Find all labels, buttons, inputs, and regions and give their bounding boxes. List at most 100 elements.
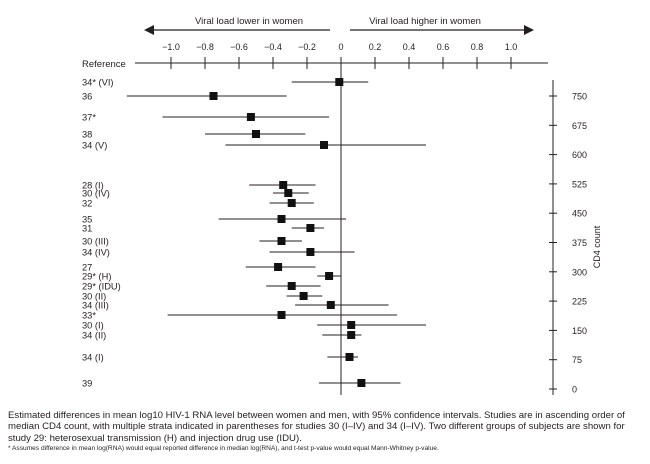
caption-text: Estimated differences in mean log10 HIV-… <box>8 410 625 444</box>
study-label: 31 <box>82 224 92 234</box>
estimate-marker <box>335 78 344 86</box>
forest-plot: Viral load lower in women Viral load hig… <box>82 16 602 395</box>
estimate-marker <box>347 331 356 339</box>
study-label: 35 <box>82 215 92 225</box>
estimate-marker <box>279 181 288 189</box>
study-label: 30 (II) <box>82 292 106 302</box>
estimate-marker <box>306 224 315 232</box>
estimate-marker <box>252 130 260 138</box>
study-row: 37* <box>82 113 330 123</box>
study-row: 30 (IV) <box>82 189 309 199</box>
estimate-marker <box>277 311 286 319</box>
study-label: 34* (VI) <box>82 78 114 88</box>
cd4-tick-label: 0 <box>572 385 577 395</box>
study-row: 30 (I) <box>82 321 426 331</box>
study-label: 30 (IV) <box>82 189 110 199</box>
study-label: 30 (III) <box>82 237 109 247</box>
study-row: 34 (I) <box>82 353 358 363</box>
estimate-marker <box>246 113 255 121</box>
estimate-marker <box>299 292 308 300</box>
cd4-tick-label: 600 <box>572 150 587 160</box>
estimate-marker <box>345 353 354 361</box>
study-row: 38 <box>82 130 306 140</box>
study-row: 31 <box>82 224 324 234</box>
header-arrows: Viral load lower in women Viral load hig… <box>144 16 534 35</box>
x-tick-label: −0.8 <box>196 42 214 52</box>
cd4-axis-label: CD4 count <box>592 225 602 268</box>
study-row: 32 <box>82 199 314 209</box>
estimate-marker <box>325 272 334 280</box>
study-row: 29* (H) <box>82 272 341 282</box>
estimate-marker <box>320 141 328 149</box>
study-row: 27 <box>82 263 316 273</box>
cd4-tick-label: 675 <box>572 121 587 131</box>
study-label: 27 <box>82 263 92 273</box>
x-tick-label: −0.6 <box>230 42 248 52</box>
cd4-tick-label: 225 <box>572 297 587 307</box>
cd4-tick-label: 525 <box>572 179 587 189</box>
study-label: 34 (III) <box>82 301 109 311</box>
estimate-marker <box>274 263 283 271</box>
study-label: 30 (I) <box>82 321 104 331</box>
study-row: 34 (II) <box>82 331 362 341</box>
x-tick-label: −0.4 <box>264 42 282 52</box>
header-right-label: Viral load higher in women <box>369 16 481 27</box>
x-tick-label: −1.0 <box>162 42 180 52</box>
estimate-marker <box>357 379 366 387</box>
study-row: 34 (V) <box>82 141 426 151</box>
figure-caption: Estimated differences in mean log10 HIV-… <box>8 410 642 453</box>
x-tick-label: 0 <box>338 42 343 52</box>
study-label: 34 (I) <box>82 353 104 363</box>
study-label: 34 (II) <box>82 331 106 341</box>
study-label: 39 <box>82 379 92 389</box>
x-tick-label: 1.0 <box>505 42 518 52</box>
study-row: 30 (II) <box>82 292 323 302</box>
study-label: 38 <box>82 130 92 140</box>
estimate-marker <box>209 92 218 100</box>
study-row: 34 (IV) <box>82 248 355 258</box>
estimate-marker <box>306 248 315 256</box>
study-row: 36 <box>82 92 287 102</box>
left-arrow-head <box>144 25 154 35</box>
study-label: 29* (IDU) <box>82 282 121 292</box>
study-row: 29* (IDU) <box>82 282 321 292</box>
cd4-tick-label: 300 <box>572 267 587 277</box>
x-tick-label: 0.2 <box>369 42 382 52</box>
study-label: 36 <box>82 92 92 102</box>
study-row: 34 (III) <box>82 301 389 311</box>
study-row: 28 (I) <box>82 181 316 191</box>
estimate-marker <box>287 199 296 207</box>
study-label: 29* (H) <box>82 272 111 282</box>
cd4-tick-label: 450 <box>572 209 587 219</box>
x-tick-label: 0.4 <box>403 42 416 52</box>
study-row: 39 <box>82 379 401 389</box>
cd4-tick-label: 750 <box>572 92 587 102</box>
x-tick-label: 0.8 <box>471 42 484 52</box>
study-label: 34 (V) <box>82 141 107 151</box>
study-row: 30 (III) <box>82 237 302 247</box>
x-tick-label: 0.6 <box>437 42 450 52</box>
x-tick-label: −0.2 <box>298 42 316 52</box>
study-label: 28 (I) <box>82 181 104 191</box>
estimate-marker <box>277 237 286 245</box>
cd4-tick-label: 375 <box>572 238 587 248</box>
study-label: 34 (IV) <box>82 248 110 258</box>
estimate-marker <box>277 215 286 223</box>
cd4-tick-label: 75 <box>572 355 582 365</box>
estimate-marker <box>287 282 296 290</box>
right-arrow-head <box>524 25 534 35</box>
estimate-marker <box>347 321 356 329</box>
caption-footnote: * Assumes difference in mean log(RNA) wo… <box>8 445 439 453</box>
cd4-tick-label: 150 <box>572 326 587 336</box>
x-axis-ticks: −1.0 −0.8 −0.6 −0.4 −0.2 0 0.2 0.4 0.6 0.8 1.0 <box>162 42 517 69</box>
study-row: 33* <box>82 311 398 321</box>
study-label: 33* <box>82 311 96 321</box>
study-row: 34* (VI) <box>82 78 369 88</box>
estimate-marker <box>326 301 335 309</box>
study-label: 37* <box>82 113 96 123</box>
estimate-marker <box>284 189 293 197</box>
header-left-label: Viral load lower in women <box>195 16 303 27</box>
